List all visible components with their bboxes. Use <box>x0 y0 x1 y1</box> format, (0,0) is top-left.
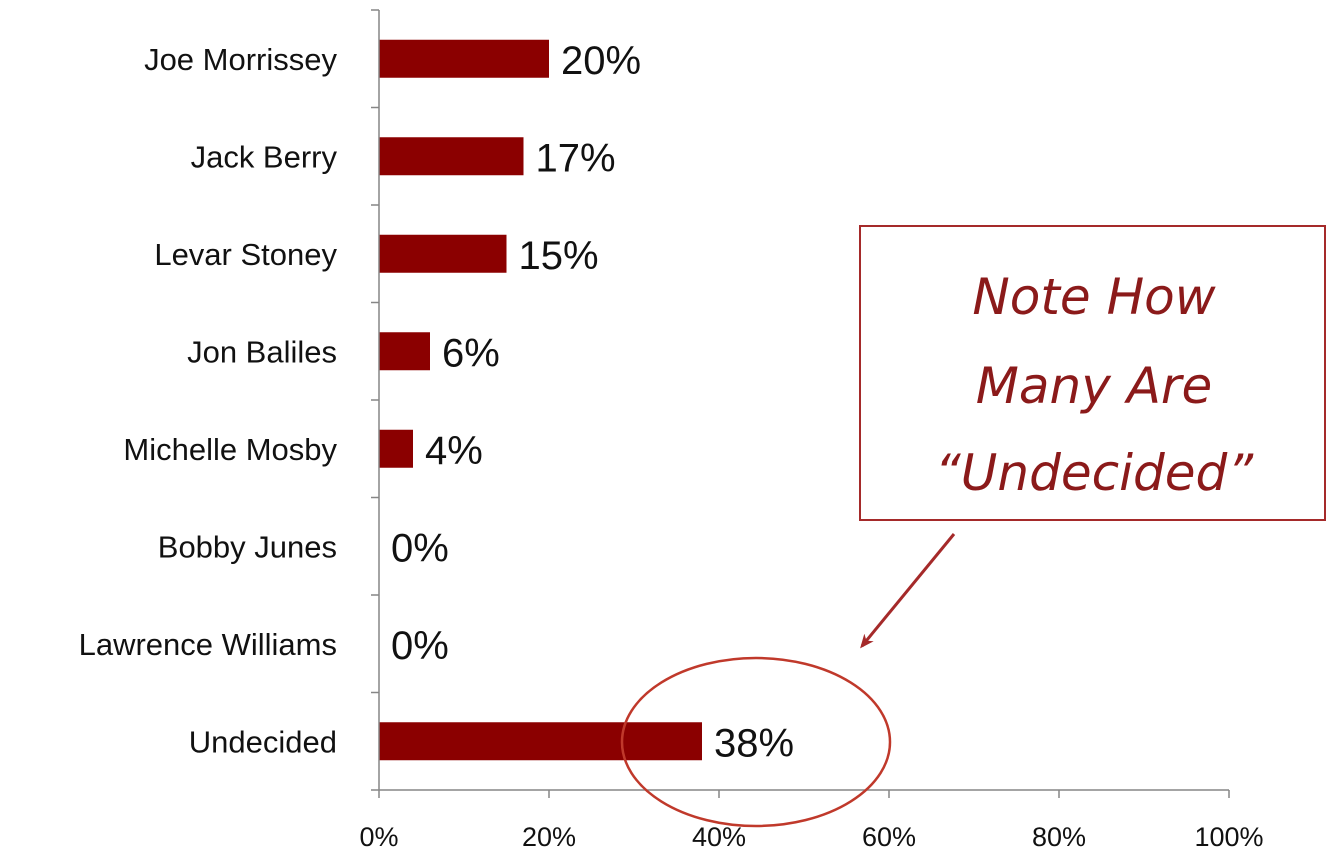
category-label-2: Levar Stoney <box>154 237 337 272</box>
category-label-0: Joe Morrissey <box>144 42 337 77</box>
data-label-1: 17% <box>536 136 616 180</box>
category-label-5: Bobby Junes <box>158 529 337 564</box>
annotation-box <box>859 225 1326 521</box>
annotation-arrow <box>860 533 956 649</box>
x-tick-label-1: 20% <box>522 822 576 852</box>
category-label-6: Lawrence Williams <box>79 627 337 662</box>
annotation-callout: Note How Many Are “Undecided” <box>859 225 1326 521</box>
data-label-0: 20% <box>561 39 641 83</box>
bar-4 <box>379 429 413 468</box>
bar-7 <box>379 722 702 761</box>
data-label-6: 0% <box>391 624 449 668</box>
data-label-3: 6% <box>442 331 500 375</box>
x-tick-label-5: 100% <box>1194 822 1263 852</box>
data-label-7: 38% <box>714 721 794 765</box>
annotation-line-2: Many Are <box>976 357 1212 415</box>
bar-3 <box>379 332 430 371</box>
data-label-5: 0% <box>391 526 449 570</box>
category-label-7: Undecided <box>189 724 337 759</box>
x-tick-label-2: 40% <box>692 822 746 852</box>
axes-layer <box>371 9 1230 798</box>
bar-1 <box>379 137 524 176</box>
annotation-line-3: “Undecided” <box>935 444 1254 502</box>
bars-layer <box>379 39 702 761</box>
labels-layer: Joe Morrissey 20% Jack Berry 17% Levar Stone… <box>79 39 1264 852</box>
x-tick-label-0: 0% <box>359 822 398 852</box>
category-label-1: Jack Berry <box>191 139 338 174</box>
x-tick-label-4: 80% <box>1032 822 1086 852</box>
highlight-ellipse <box>620 656 892 828</box>
annotation-line-1: Note How <box>972 268 1215 326</box>
x-tick-label-3: 60% <box>862 822 916 852</box>
category-label-3: Jon Baliles <box>187 334 337 369</box>
category-label-4: Michelle Mosby <box>123 432 337 467</box>
bar-0 <box>379 39 549 78</box>
data-label-4: 4% <box>425 429 483 473</box>
bar-2 <box>379 234 507 273</box>
data-label-2: 15% <box>519 234 599 278</box>
